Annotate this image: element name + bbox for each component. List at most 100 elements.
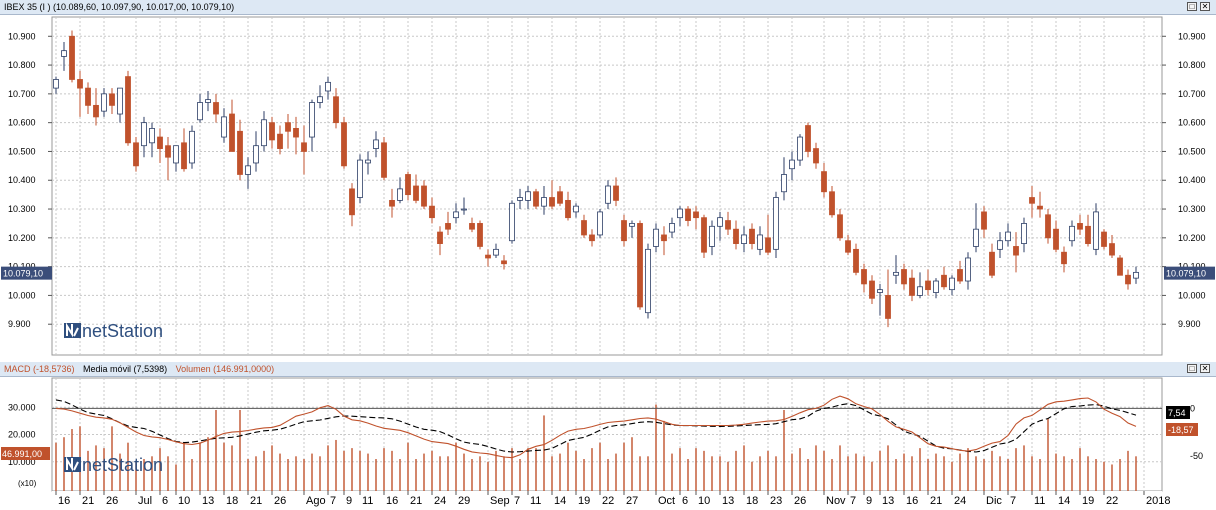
candle-body	[389, 199, 395, 207]
candle-body	[373, 139, 379, 149]
macd-line	[55, 395, 1137, 459]
signal-line	[55, 399, 1137, 453]
candle-body	[477, 223, 483, 247]
date-tick-label: Nov	[826, 495, 846, 507]
date-tick-label: 16	[386, 495, 398, 507]
date-tick-label: 14	[1058, 495, 1070, 507]
candle-body	[829, 191, 835, 216]
date-tick-label: 26	[106, 495, 118, 507]
candle-body	[669, 223, 675, 233]
candle-body	[117, 87, 123, 115]
candle-body	[773, 197, 779, 250]
date-tick-label: 11	[1034, 495, 1045, 507]
candle-body	[245, 165, 251, 175]
date-tick-label: 19	[1082, 495, 1094, 507]
volume-legend[interactable]: Volumen (146.991,0000)	[175, 364, 275, 374]
indicator-panel-close-button[interactable]: ✕	[1200, 364, 1210, 373]
candle-body	[349, 188, 355, 216]
date-tick-label: 29	[458, 495, 470, 507]
indicator-tick-label-left: 20.000	[8, 430, 36, 440]
date-tick-label: 24	[434, 495, 446, 507]
price-tick-label-left: 10.500	[8, 146, 36, 156]
candle-body	[565, 199, 571, 219]
date-tick-label: 13	[722, 495, 734, 507]
date-tick-label: 11	[362, 495, 373, 507]
candle-body	[469, 223, 475, 230]
date-tick-label: 27	[626, 495, 638, 507]
candle-body	[277, 133, 283, 149]
candle-body	[533, 191, 539, 207]
price-tick-label-right: 10.100	[1178, 262, 1206, 272]
price-panel-minimize-button[interactable]: □	[1187, 2, 1197, 11]
price-tick-label-left: 10.100	[8, 262, 36, 272]
candle-body	[621, 220, 627, 242]
date-tick-label: 10	[178, 495, 190, 507]
candle-body	[557, 191, 563, 204]
date-tick-label: 26	[274, 495, 286, 507]
date-tick-label: 26	[794, 495, 806, 507]
volume-bars	[55, 404, 1137, 491]
candle-body	[677, 208, 683, 219]
candle-body	[149, 128, 155, 144]
date-tick-label: 21	[930, 495, 942, 507]
candle-body	[1029, 197, 1035, 204]
date-tick-label: 6	[162, 495, 168, 507]
candle-body	[1085, 225, 1091, 244]
price-tick-label-right: 10.500	[1178, 146, 1206, 156]
price-tick-label-right: 10.300	[1178, 204, 1206, 214]
candle-body	[85, 87, 91, 106]
candle-body	[845, 240, 851, 253]
date-tick-label: 10	[698, 495, 710, 507]
candle-body	[701, 217, 707, 253]
candle-body	[205, 99, 211, 103]
candle-body	[765, 237, 771, 253]
date-tick-label: 21	[82, 495, 94, 507]
indicator-panel-minimize-button[interactable]: □	[1187, 364, 1197, 373]
price-tick-label-right: 10.200	[1178, 233, 1206, 243]
candle-body	[573, 205, 579, 213]
date-tick-label: 22	[1106, 495, 1118, 507]
price-tick-label-right: 10.000	[1178, 290, 1206, 300]
candle-body	[597, 211, 603, 236]
indicator-plot-area	[51, 377, 1163, 492]
candle-body	[181, 142, 187, 170]
signal-badge: -18,57	[1166, 423, 1198, 436]
macd-badge-label: 7,54	[1168, 408, 1186, 418]
indicator-chart[interactable]: 30.000 20.000 10.000 0 -50 46.991,00 7,54 -…	[0, 377, 1216, 510]
price-tick-label-left: 10.600	[8, 118, 36, 128]
candle-body	[429, 205, 435, 219]
candle-body	[1069, 225, 1075, 242]
date-tick-label: 19	[578, 495, 590, 507]
ma-legend[interactable]: Media móvil (7,5398)	[83, 364, 168, 374]
candle-body	[101, 93, 107, 112]
date-tick-label: 21	[410, 495, 422, 507]
price-panel-close-button[interactable]: ✕	[1200, 2, 1210, 11]
candle-body	[965, 257, 971, 282]
candle-body	[1061, 251, 1067, 265]
candle-body	[229, 113, 235, 152]
date-tick-label: Jul	[138, 495, 152, 507]
candle-body	[213, 102, 219, 115]
candle-body	[1037, 205, 1043, 210]
date-tick-label: 13	[202, 495, 214, 507]
price-chart[interactable]: 10.900 10.800 10.700 10.600 10.500 10.400 10.3…	[0, 15, 1216, 360]
candle-body	[1125, 274, 1131, 285]
macd-legend[interactable]: MACD (-18,5736)	[4, 364, 75, 374]
candle-body	[125, 76, 131, 144]
price-panel-header: IBEX 35 (I ) (10.089,60, 10.097,90, 10.0…	[0, 0, 1216, 15]
macd-badge: 7,54	[1166, 406, 1190, 419]
candle-body	[165, 145, 171, 158]
candle-body	[589, 234, 595, 242]
date-tick-label: 6	[682, 495, 688, 507]
candle-body	[517, 197, 523, 201]
candle-body	[1013, 246, 1019, 256]
date-tick-label: 21	[250, 495, 262, 507]
candle-body	[1045, 214, 1051, 239]
price-axis-left: 10.900 10.800 10.700 10.600 10.500 10.400 10.3…	[8, 31, 52, 329]
candle-body	[821, 171, 827, 193]
last-price-badge-left: 10.079,10	[1, 266, 52, 280]
date-tick-label: 22	[602, 495, 614, 507]
date-tick-label: 18	[226, 495, 238, 507]
netstation-logo-text-top: netStation	[82, 321, 163, 341]
indicator-panel-header: MACD (-18,5736) Media móvil (7,5398) Vol…	[0, 362, 1216, 377]
